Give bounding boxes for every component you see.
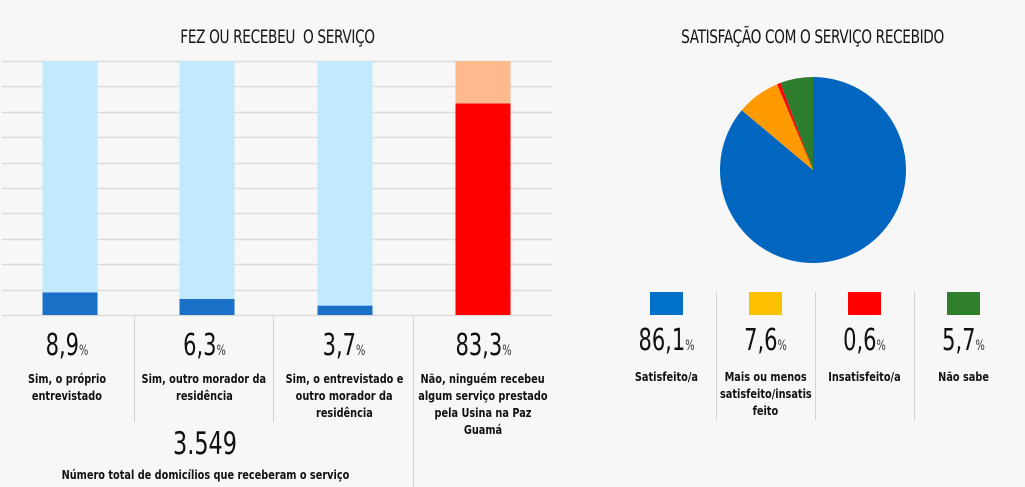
bar-value-label: 3,7% [322, 328, 366, 363]
legend-value: 86,1% [638, 323, 695, 358]
legend-swatch-mais-ou-menos [749, 292, 782, 315]
bar-segment-value [42, 292, 98, 315]
pie-chart-title: SATISFAÇÃO COM O SERVIÇO RECEBIDO [681, 26, 944, 48]
bar-value-label: 6,3% [183, 328, 226, 363]
bar-series [42, 61, 511, 315]
bar-category-label: Sim, o próprio entrevistado [27, 371, 107, 403]
total-households-value: 3.549 [173, 426, 237, 462]
legend-value: 7,6% [744, 323, 787, 358]
bar-segment-remainder [455, 61, 511, 104]
legend-label: Insatisfeito/a [828, 369, 901, 384]
divider [815, 292, 816, 420]
legend-swatch-nao-sabe [947, 292, 980, 315]
bar-category-label: Sim, o entrevistado e outro morador da res… [285, 371, 403, 420]
pie-slice-n-o-sabe [780, 77, 813, 170]
legend-label: Não sabe [938, 369, 989, 384]
legend-value: 5,7% [942, 323, 985, 358]
bar-value-label: 83,3% [455, 328, 512, 363]
legend-swatch-insatisfeito [848, 292, 881, 315]
bar-category-label: Não, ninguém recebeu algum serviço presta… [418, 371, 548, 437]
pie-slice-insatisfeito-a [777, 82, 813, 170]
bar-segment-value [179, 298, 235, 315]
divider [134, 316, 135, 422]
divider [914, 292, 915, 420]
pie-chart [719, 77, 907, 263]
legend-label: Satisfeito/a [634, 369, 699, 384]
pie-slice-mais-ou-menos-satisfeito-insatisfeito [741, 84, 813, 170]
divider [716, 292, 717, 420]
divider [413, 316, 414, 487]
legend-label: Mais ou menos satisfeito/insatis feito [719, 369, 812, 418]
bar-value-label: 8,9% [45, 328, 89, 363]
bar-category-label: Sim, outro morador da residência [141, 371, 267, 403]
legend-swatch-satisfeito [650, 292, 683, 315]
bar-segment-value [317, 305, 373, 315]
bar-segment-remainder [179, 61, 235, 299]
legend-value: 0,6% [843, 323, 886, 358]
bar-chart-title: FEZ OU RECEBEU O SERVIÇO [180, 26, 375, 48]
bar-segment-value [455, 103, 511, 315]
total-households-label: Número total de domicílios que receberam… [61, 467, 349, 482]
bar-segment-remainder [317, 61, 373, 306]
bar-segment-remainder [42, 61, 98, 293]
divider [273, 316, 274, 422]
